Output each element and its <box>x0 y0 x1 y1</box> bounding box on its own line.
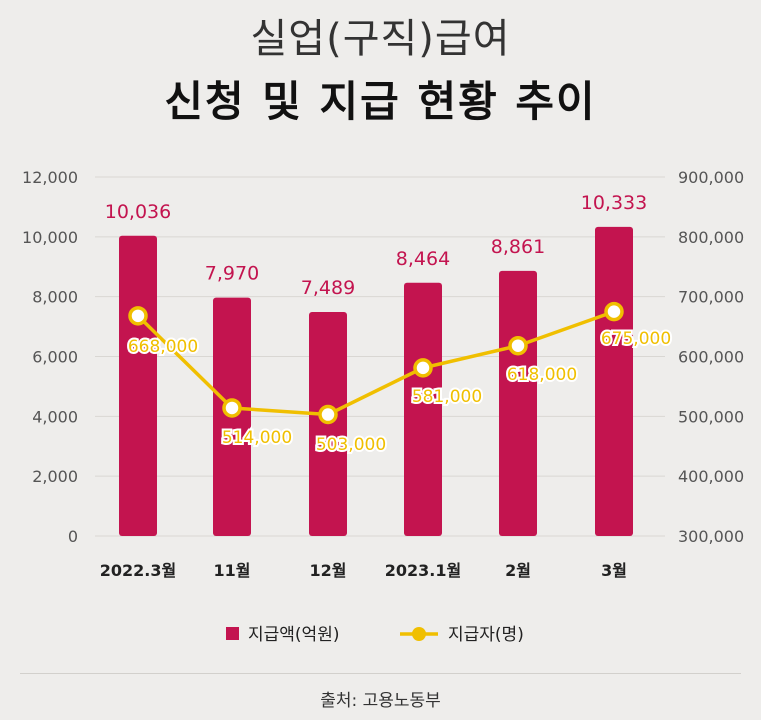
legend-line-marker <box>412 627 426 641</box>
chart-title-line2: 신청 및 지급 현황 추이 <box>164 77 597 126</box>
bar <box>119 235 157 536</box>
line-point <box>413 358 433 378</box>
bar-value-label: 8,464 <box>396 248 450 270</box>
y-right-tick-label: 300,000 <box>678 527 744 546</box>
legend-bar-swatch <box>226 627 239 640</box>
x-category-label: 2월 <box>505 561 531 580</box>
y-left-tick-label: 8,000 <box>32 288 78 307</box>
line-value-label: 618,000 <box>507 365 577 385</box>
y-right-tick-label: 400,000 <box>678 467 744 486</box>
source-note: 출처: 고용노동부 <box>320 691 441 711</box>
y-left-tick-label: 12,000 <box>22 168 78 187</box>
bar <box>499 270 537 536</box>
line-point <box>128 306 148 326</box>
x-category-label: 12월 <box>310 561 347 580</box>
bar <box>595 226 633 536</box>
chart-title-line1: 실업(구직)급여 <box>250 16 511 62</box>
y-right-tick-label: 800,000 <box>678 228 744 247</box>
line-value-label: 503,000 <box>316 435 386 455</box>
bar-value-label: 7,970 <box>205 263 259 285</box>
divider <box>20 673 741 674</box>
legend-bar-label: 지급액(억원) <box>248 625 339 645</box>
legend-line-label: 지급자(명) <box>448 625 524 645</box>
bar-value-label: 8,861 <box>491 236 545 258</box>
line-value-label: 675,000 <box>601 329 671 349</box>
y-right-tick-label: 700,000 <box>678 288 744 307</box>
line-value-label: 581,000 <box>412 387 482 407</box>
line-value-label: 668,000 <box>128 337 198 357</box>
y-left-tick-label: 6,000 <box>32 348 78 367</box>
bar-value-label: 7,489 <box>301 277 355 299</box>
y-left-tick-label: 0 <box>68 527 78 546</box>
y-right-tick-label: 500,000 <box>678 407 744 426</box>
bar-value-label: 10,333 <box>581 192 647 214</box>
x-category-label: 11월 <box>214 561 251 580</box>
y-left-tick-label: 4,000 <box>32 407 78 426</box>
bar <box>404 282 442 536</box>
x-category-label: 3월 <box>601 561 627 580</box>
line-point <box>222 398 242 418</box>
y-right-tick-label: 900,000 <box>678 168 744 187</box>
y-left-tick-label: 10,000 <box>22 228 78 247</box>
line-value-label: 514,000 <box>222 428 292 448</box>
y-left-tick-label: 2,000 <box>32 467 78 486</box>
bar-value-label: 10,036 <box>105 201 171 223</box>
line-point <box>318 404 338 425</box>
line-series <box>136 309 615 417</box>
y-right-tick-label: 600,000 <box>678 348 744 367</box>
line-point <box>508 335 528 356</box>
x-category-label: 2022.3월 <box>100 561 176 580</box>
line-point <box>604 301 624 322</box>
x-category-label: 2023.1월 <box>385 561 461 580</box>
